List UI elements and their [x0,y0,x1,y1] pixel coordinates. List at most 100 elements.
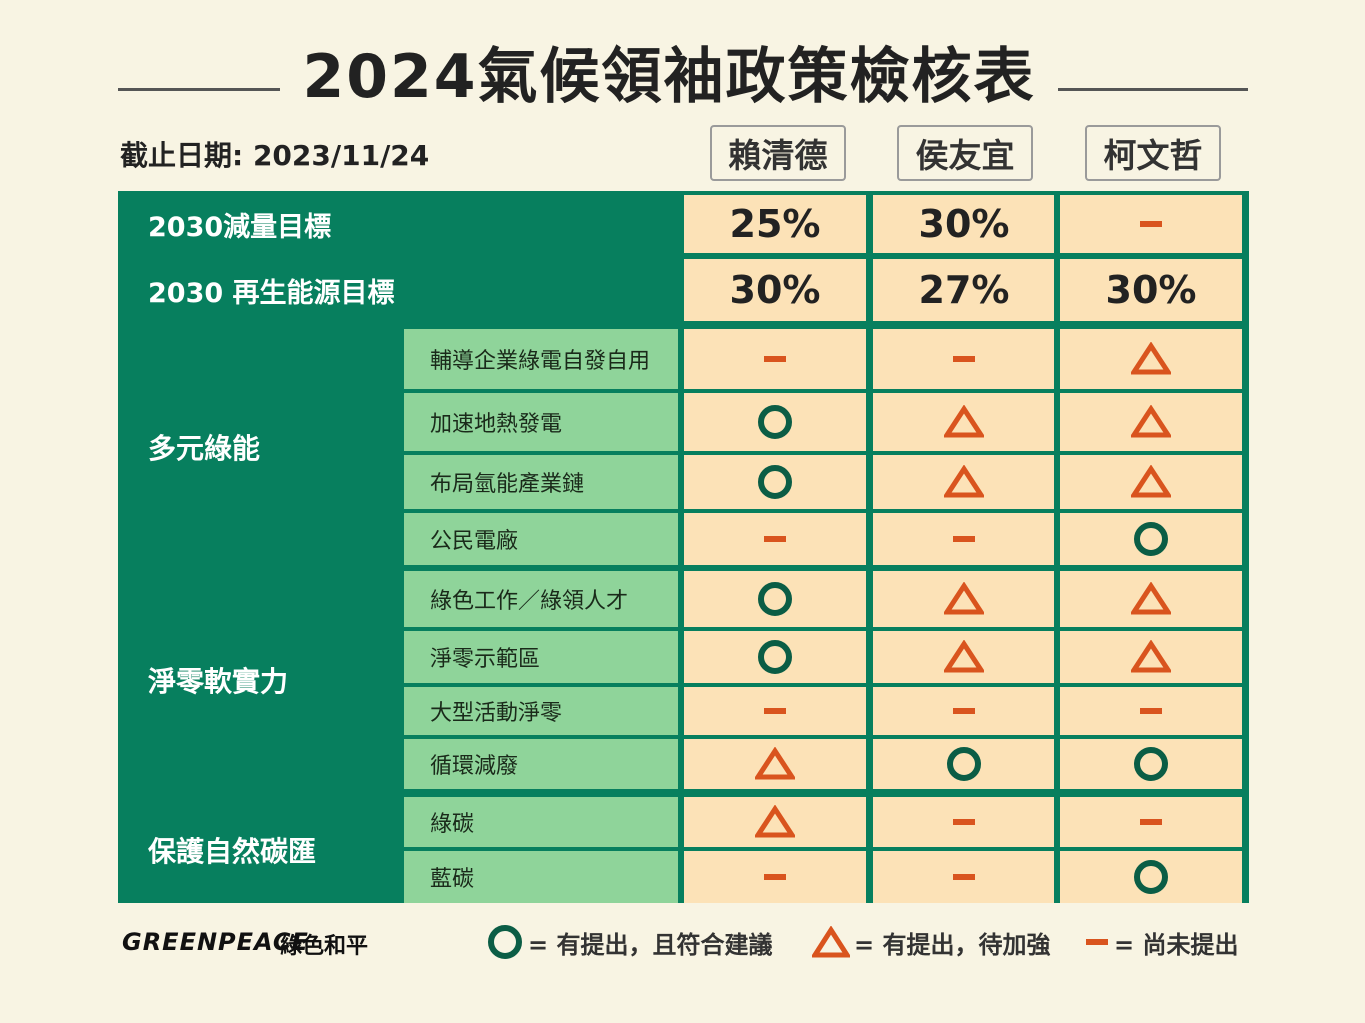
group-label-1-text: 多元綠能 [148,432,261,465]
triangle-icon [1131,405,1171,438]
target-value-text: 30% [1105,268,1197,312]
triangle-icon [944,405,984,438]
policy-mark-1-2-1 [684,393,866,451]
group-label-1: 多元綠能 [124,329,400,565]
dash-icon [953,874,975,880]
policy-label-3-1: 綠碳 [404,797,678,847]
policy-label-2-3: 大型活動淨零 [404,687,678,735]
policy-mark-2-1-1 [684,571,866,627]
target-label-1-text: 2030減量目標 [148,211,332,243]
policy-label-1-2-text: 加速地熱發電 [430,412,563,437]
policy-mark-2-3-2 [873,687,1055,735]
policy-label-1-3: 布局氫能產業鏈 [404,455,678,509]
target-value-text: 30% [918,202,1010,246]
dash-icon [1140,819,1162,825]
policy-mark-3-1-1 [684,797,866,847]
policy-mark-3-2-2 [873,851,1055,903]
policy-mark-3-2-1 [684,851,866,903]
policy-label-3-2-text: 藍碳 [430,867,475,892]
legend-triangle-label: = 有提出，待加強 [854,930,1051,959]
policy-label-1-3-text: 布局氫能產業鏈 [430,472,585,497]
policy-mark-3-2-3 [1060,851,1242,903]
dash-icon [1140,221,1162,227]
triangle-icon [944,582,984,615]
policy-table: 2030減量目標 25% 30% 2030 再生能源目標 30% 27% 30% 多元綠能 輔導… [118,191,1249,903]
dash-icon [953,356,975,362]
policy-label-2-2-text: 淨零示範區 [430,647,541,672]
dash-icon [764,708,786,714]
target-value-text: 25% [729,202,821,246]
legend-triangle: = 有提出，待加強 [812,922,1050,962]
target-value-2-3: 30% [1060,259,1242,321]
triangle-icon [812,926,850,958]
policy-label-1-1: 輔導企業綠電自發自用 [404,329,678,389]
triangle-icon [1131,640,1171,673]
group-label-3-text: 保護自然碳匯 [148,835,317,868]
policy-mark-2-1-2 [873,571,1055,627]
legend-dash: = 尚未提出 [1086,922,1238,962]
policy-mark-2-4-1 [684,739,866,789]
target-value-text: 27% [918,268,1010,312]
group-label-2-text: 淨零軟實力 [148,665,289,698]
triangle-icon [944,640,984,673]
target-value-2-1: 30% [684,259,866,321]
target-value-2-2: 27% [873,259,1055,321]
triangle-icon [944,465,984,498]
circle-icon [758,405,792,439]
circle-icon [1134,860,1168,894]
circle-icon [488,925,522,959]
dash-icon [953,536,975,542]
dash-icon [1086,939,1108,945]
title-rule-right [1058,88,1248,91]
policy-mark-2-3-1 [684,687,866,735]
dash-icon [764,874,786,880]
target-value-text: 30% [729,268,821,312]
group-label-3: 保護自然碳匯 [124,797,400,903]
policy-label-1-4-text: 公民電廠 [430,529,519,554]
column-divider-1 [678,191,684,903]
triangle-icon [755,805,795,838]
policy-mark-2-3-3 [1060,687,1242,735]
policy-label-3-2: 藍碳 [404,851,678,903]
policy-label-2-1-text: 綠色工作／綠領人才 [430,589,629,614]
target-value-1-1: 25% [684,195,866,253]
policy-mark-1-2-2 [873,393,1055,451]
dash-icon [764,356,786,362]
dash-icon [764,536,786,542]
circle-icon [947,747,981,781]
circle-icon [758,582,792,616]
policy-label-1-4: 公民電廠 [404,513,678,565]
circle-icon [1134,747,1168,781]
policy-mark-1-1-2 [873,329,1055,389]
column-divider-2 [867,191,873,903]
policy-label-2-4: 循環減廢 [404,739,678,789]
greenpeace-logo: GREENPEACE [122,928,309,956]
policy-mark-2-2-2 [873,631,1055,683]
policy-label-2-2: 淨零示範區 [404,631,678,683]
candidate-header-1: 賴清德 [710,125,846,181]
policy-mark-2-4-2 [873,739,1055,789]
policy-label-2-1: 綠色工作／綠領人才 [404,571,678,627]
policy-mark-2-1-3 [1060,571,1242,627]
group-label-2: 淨零軟實力 [124,571,400,789]
title-area: 2024氣候領袖政策檢核表 [0,28,1365,112]
triangle-icon [1131,465,1171,498]
legend-circle: = 有提出，且符合建議 [488,922,772,962]
policy-mark-1-4-2 [873,513,1055,565]
circle-icon [758,640,792,674]
policy-mark-1-3-3 [1060,455,1242,509]
candidate-header-3: 柯文哲 [1085,125,1221,181]
legend-circle-label: = 有提出，且符合建議 [528,930,773,959]
policy-mark-2-2-3 [1060,631,1242,683]
legend-dash-label: = 尚未提出 [1114,930,1239,959]
policy-mark-3-1-3 [1060,797,1242,847]
target-label-2-text: 2030 再生能源目標 [148,277,395,309]
triangle-icon [1131,582,1171,615]
policy-mark-2-2-1 [684,631,866,683]
policy-mark-1-2-3 [1060,393,1242,451]
target-label-2: 2030 再生能源目標 [124,259,678,321]
cutoff-date: 截止日期: 2023/11/24 [120,139,430,172]
policy-mark-1-1-1 [684,329,866,389]
policy-mark-2-4-3 [1060,739,1242,789]
policy-mark-1-4-1 [684,513,866,565]
